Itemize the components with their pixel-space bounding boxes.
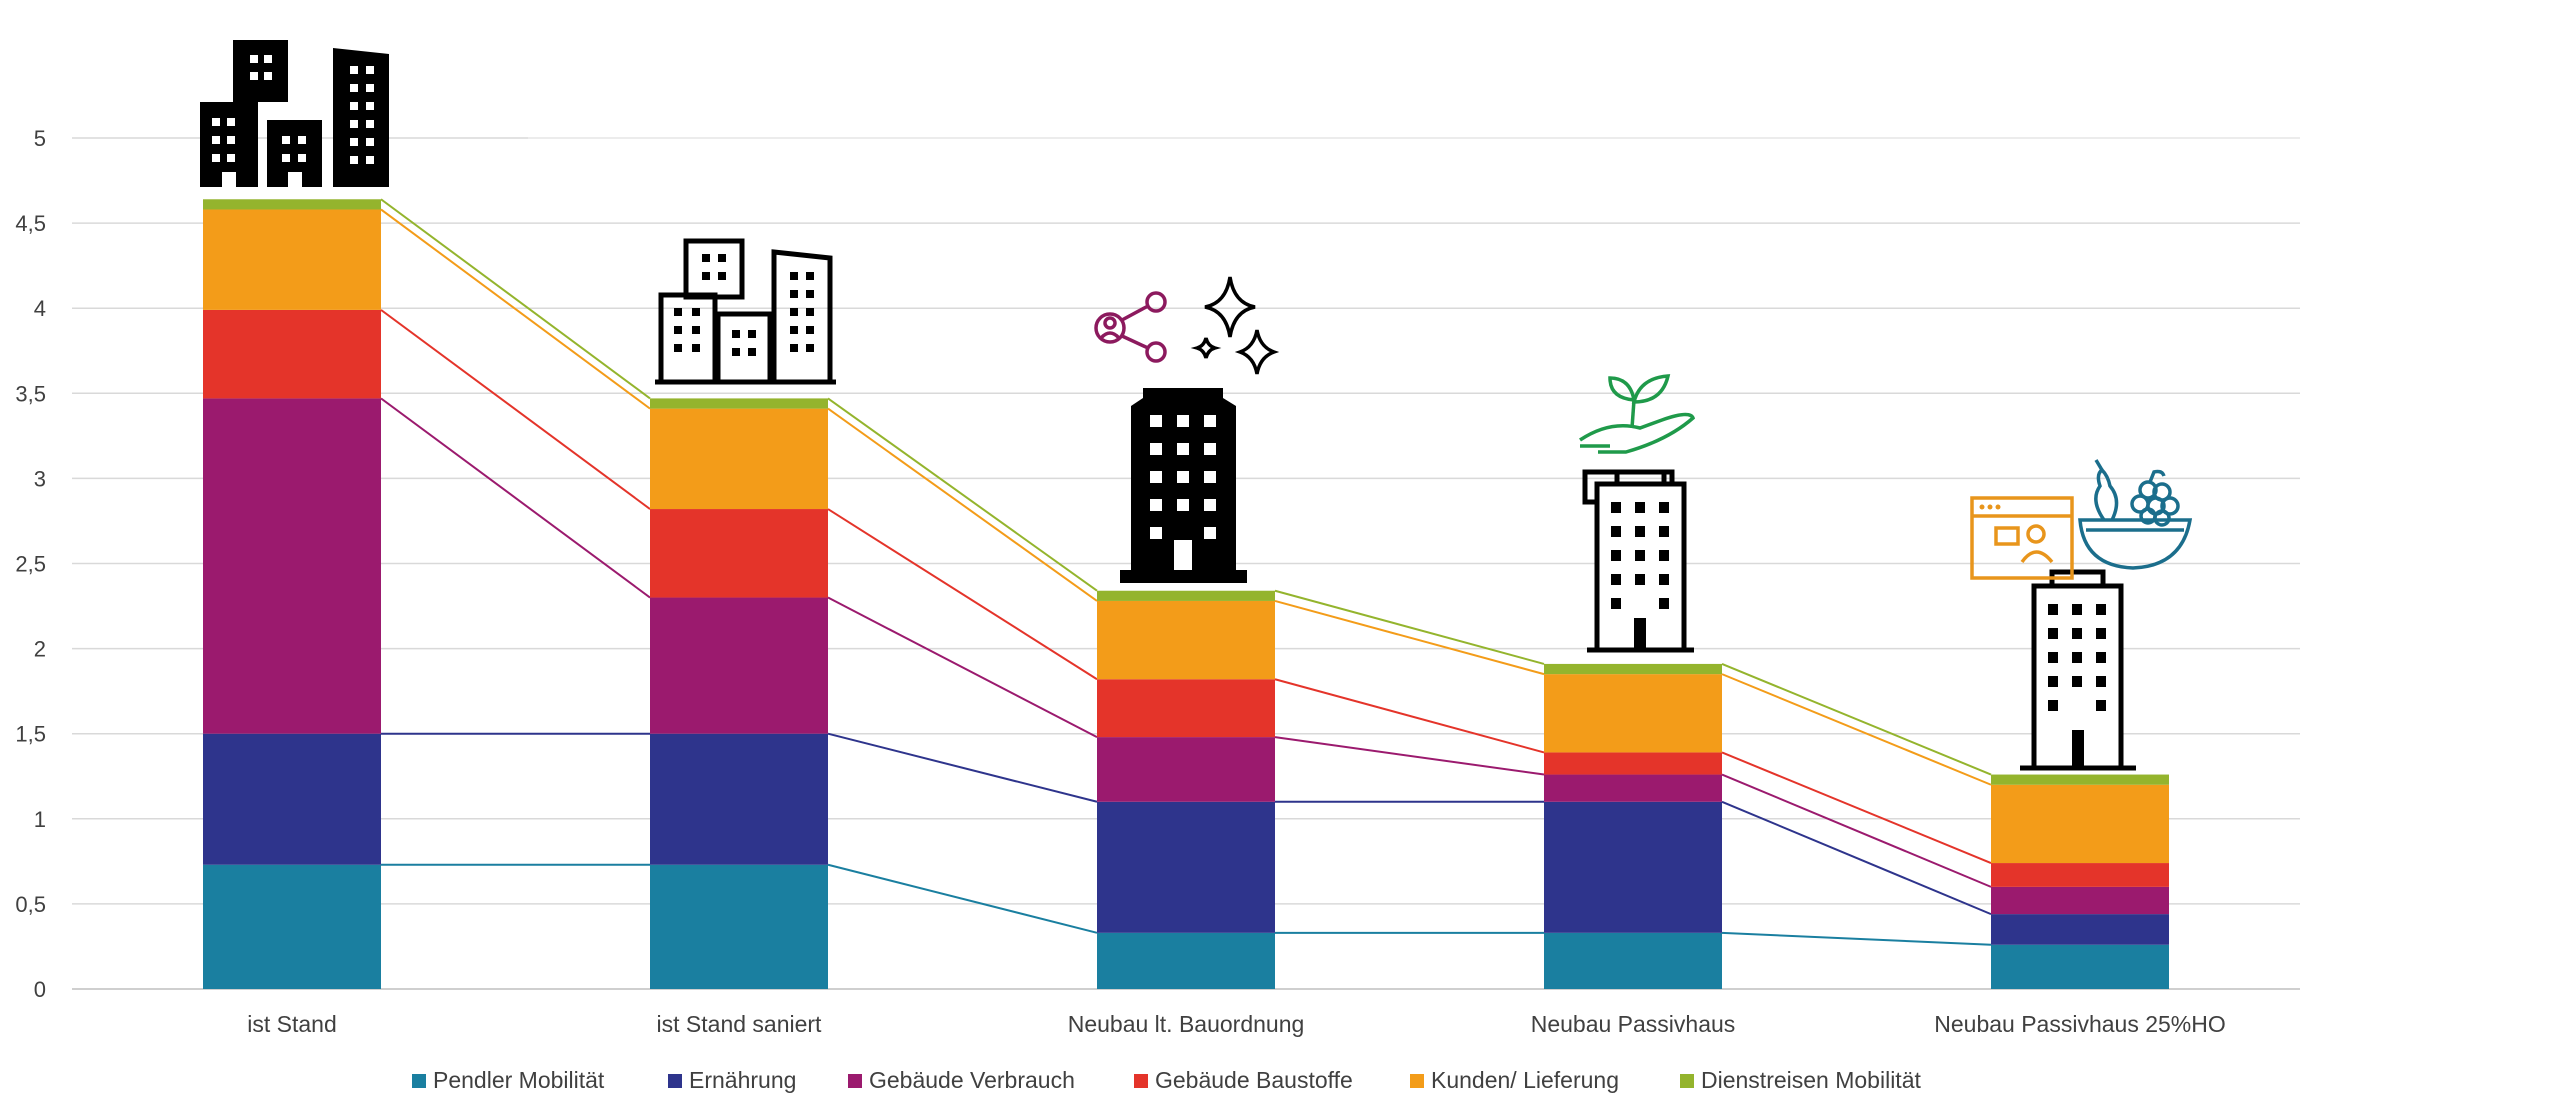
bar-segment: [1544, 801, 1722, 933]
bar-segment: [650, 509, 828, 598]
bar-segment: [650, 733, 828, 865]
y-axis-ticks: 0 0,5 1 1,5 2 2,5 3 3,5 4 4,5 5: [15, 126, 46, 1002]
legend-swatch: [1410, 1074, 1424, 1088]
connector-line: [380, 208, 651, 410]
bar-segment: [1991, 784, 2169, 864]
bar-segment: [1097, 737, 1275, 802]
city-buildings-solid-icon: [200, 40, 389, 187]
bar-segment: [1097, 600, 1275, 680]
connector-line: [1721, 751, 1992, 864]
legend: Pendler Mobilität Ernährung Gebäude Verbra…: [412, 1067, 1921, 1093]
bar-segment: [1991, 914, 2169, 945]
connector-line: [827, 596, 1098, 738]
connector-line: [827, 407, 1098, 602]
legend-swatch: [1134, 1074, 1148, 1088]
tower-video-call-fruit-bowl-icon: [1970, 459, 2193, 771]
bar-segment: [650, 408, 828, 510]
connector-line: [1721, 673, 1992, 786]
bar-segment: [1991, 944, 2169, 989]
legend-swatch: [668, 1074, 682, 1088]
bar-segment: [1097, 801, 1275, 933]
tower-plant-hand-icon: [1579, 374, 1696, 653]
bar-segment: [203, 209, 381, 310]
bar-segment: [1544, 752, 1722, 775]
bar-segment: [650, 597, 828, 734]
x-axis-labels: ist Stand ist Stand saniert Neubau lt. Bau…: [247, 1011, 2226, 1037]
y-tick-label: 4: [34, 296, 46, 321]
bar-segment: [650, 864, 828, 989]
bar-segment: [1544, 674, 1722, 753]
legend-swatch: [412, 1074, 426, 1088]
bar-segment: [1991, 886, 2169, 915]
bar-segment: [1097, 679, 1275, 738]
connector-line: [827, 732, 1098, 803]
bar-segment: [1544, 663, 1722, 675]
legend-swatch: [1680, 1074, 1694, 1088]
y-tick-label: 2: [34, 637, 46, 662]
connector-line: [1721, 662, 1992, 776]
legend-label: Kunden/ Lieferung: [1431, 1067, 1619, 1093]
bar-segment: [1097, 932, 1275, 989]
connector-line: [1721, 800, 1992, 916]
connector-line: [827, 397, 1098, 592]
connector-line: [380, 198, 651, 400]
bar-segment: [203, 309, 381, 399]
legend-label: Pendler Mobilität: [433, 1067, 605, 1093]
y-tick-label: 3,5: [15, 381, 46, 406]
bar-segment: [1991, 774, 2169, 785]
tower-share-sparkle-icon: [1094, 276, 1280, 583]
bar-segment: [203, 864, 381, 989]
y-tick-label: 5: [34, 126, 46, 151]
bar-segment: [203, 733, 381, 865]
x-tick-label: Neubau Passivhaus: [1531, 1011, 1736, 1037]
y-tick-label: 0,5: [15, 892, 46, 917]
bar-segment: [1991, 863, 2169, 887]
connector-line: [1274, 589, 1545, 665]
y-tick-label: 3: [34, 466, 46, 491]
connector-line: [827, 863, 1098, 934]
connector-lines: [380, 198, 1992, 946]
bar-segment: [650, 398, 828, 409]
legend-swatch: [848, 1074, 862, 1088]
connector-line: [1274, 678, 1545, 754]
x-tick-label: ist Stand: [247, 1011, 337, 1037]
y-tick-label: 4,5: [15, 211, 46, 236]
bar-segment: [1544, 774, 1722, 802]
connector-line: [1274, 736, 1545, 776]
y-tick-label: 0: [34, 977, 46, 1002]
bar-segment: [1544, 932, 1722, 989]
bar-segment: [203, 398, 381, 734]
bar-segment: [1097, 590, 1275, 601]
legend-label: Gebäude Baustoffe: [1155, 1067, 1353, 1093]
connector-line: [1721, 931, 1992, 946]
x-tick-label: Neubau lt. Bauordnung: [1068, 1011, 1305, 1037]
x-tick-label: ist Stand saniert: [657, 1011, 823, 1037]
legend-label: Ernährung: [689, 1067, 796, 1093]
bars: [203, 199, 2169, 989]
connector-line: [827, 508, 1098, 681]
connector-line: [1721, 773, 1992, 888]
bar-segment: [203, 199, 381, 210]
connector-line: [380, 309, 651, 510]
connector-line: [380, 397, 651, 599]
legend-label: Dienstreisen Mobilität: [1701, 1067, 1921, 1093]
city-buildings-outline-icon: [655, 238, 836, 385]
y-tick-label: 1: [34, 807, 46, 832]
y-tick-label: 1,5: [15, 722, 46, 747]
y-tick-label: 2,5: [15, 552, 46, 577]
legend-label: Gebäude Verbrauch: [869, 1067, 1075, 1093]
x-tick-label: Neubau Passivhaus 25%HO: [1934, 1011, 2226, 1037]
connector-line: [1274, 599, 1545, 676]
